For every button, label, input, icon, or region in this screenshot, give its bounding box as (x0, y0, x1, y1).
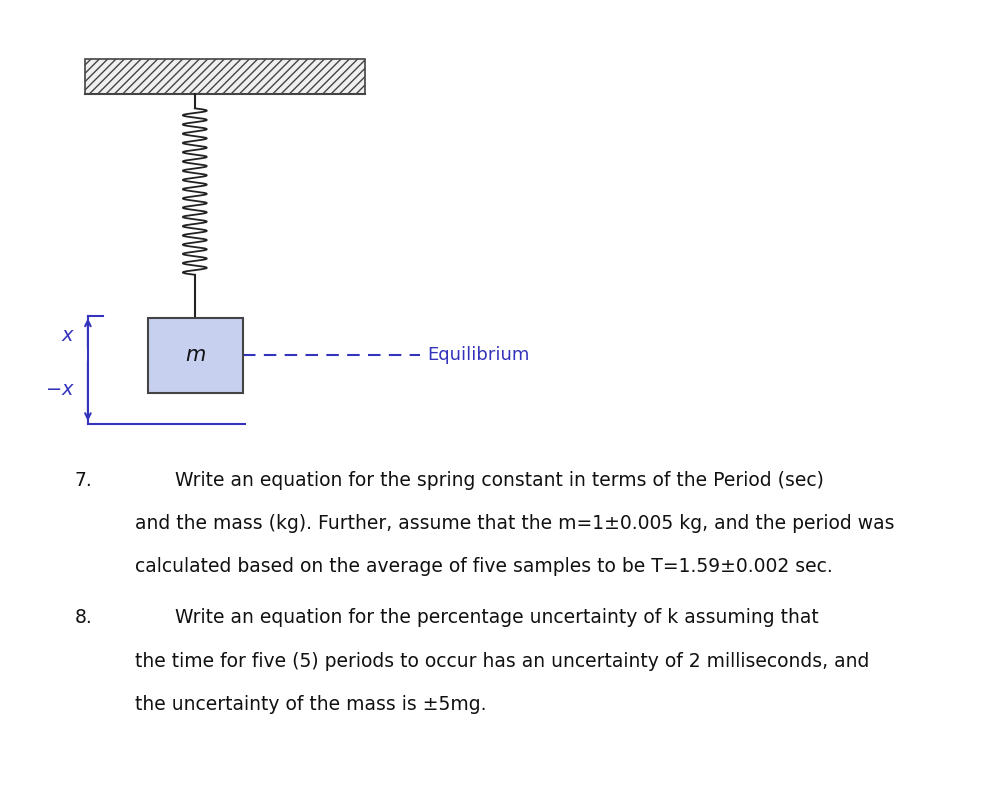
Text: m: m (185, 345, 206, 365)
Text: and the mass (kg). Further, assume that the m=1±0.005 kg, and the period was: and the mass (kg). Further, assume that … (135, 514, 894, 533)
Bar (148, 318, 243, 392)
Text: 7.: 7. (75, 471, 93, 490)
Bar (85, 59, 365, 94)
Text: $-x$: $-x$ (45, 380, 75, 399)
Text: calculated based on the average of five samples to be T=1.59±0.002 sec.: calculated based on the average of five … (135, 557, 832, 576)
Text: Equilibrium: Equilibrium (428, 346, 529, 363)
Text: Write an equation for the spring constant in terms of the Period (sec): Write an equation for the spring constan… (175, 471, 824, 490)
Text: the uncertainty of the mass is ±5mg.: the uncertainty of the mass is ±5mg. (135, 695, 487, 714)
Text: Write an equation for the percentage uncertainty of k assuming that: Write an equation for the percentage unc… (175, 608, 818, 627)
Text: the time for five (5) periods to occur has an uncertainty of 2 milliseconds, and: the time for five (5) periods to occur h… (135, 652, 869, 670)
Text: 8.: 8. (75, 608, 93, 627)
Text: $x$: $x$ (61, 326, 75, 345)
